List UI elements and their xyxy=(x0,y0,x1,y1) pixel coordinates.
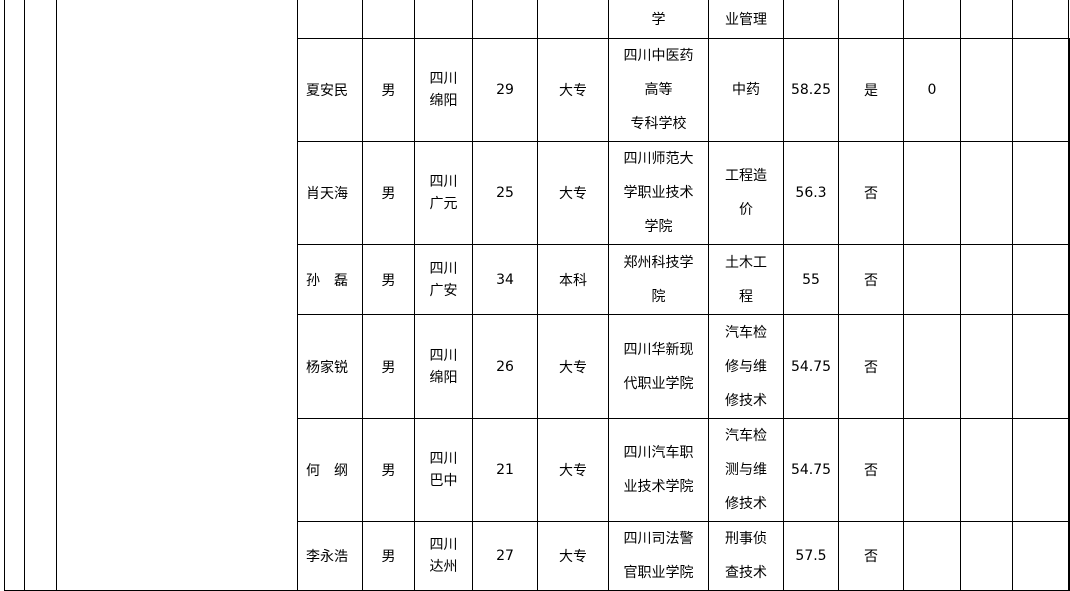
table-row: 肖天海男四川 广元 25 大专 四川师范大 学职业技术 学院 工程造 价 56.3 否 xyxy=(5,141,1070,245)
major-cell: 汽车检 测与维 修技术 xyxy=(708,418,784,522)
education-cell: 大专 xyxy=(537,521,609,591)
blank-cell xyxy=(1012,244,1069,315)
blank-cell xyxy=(1068,141,1070,245)
origin-cell: 四川 绵阳 xyxy=(414,38,473,142)
extra-cell: 0 xyxy=(903,38,961,142)
blank-cell xyxy=(1068,418,1070,522)
origin-cell: 四川 巴中 xyxy=(414,418,473,522)
blank-cell xyxy=(960,141,1013,245)
education-cell: 本科 xyxy=(537,244,609,315)
blank-cell xyxy=(1012,521,1069,591)
blank-cell xyxy=(960,521,1013,591)
score-cell: 54.75 xyxy=(783,314,839,419)
name-cell: 杨家锐 xyxy=(297,314,363,419)
name-cell: 李永浩 xyxy=(297,521,363,591)
origin-cell: 四川 广元 xyxy=(414,141,473,245)
major-cell: 刑事侦 查技术 xyxy=(708,521,784,591)
blank-cell xyxy=(1068,38,1070,142)
score-cell: 57.5 xyxy=(783,521,839,591)
blank-cell xyxy=(1068,521,1070,591)
blank-cell xyxy=(4,0,25,591)
table-row: 何 纲男四川 巴中 21 大专 四川汽车职 业技术学院 汽车检 测与维 修技术 54.75… xyxy=(5,418,1070,522)
education-cell: 大专 xyxy=(537,141,609,245)
blank-cell xyxy=(960,244,1013,315)
school-cell: 四川中医药 高等 专科学校 xyxy=(608,38,709,142)
table-row: 杨家锐男四川 绵阳 26 大专 四川华新现 代职业学院 汽车检 修与维 修技术 54.75… xyxy=(5,314,1070,419)
score-cell: 58.25 xyxy=(783,38,839,142)
name-cell: 夏安民 xyxy=(297,38,363,142)
flag-cell: 否 xyxy=(838,314,904,419)
candidate-table: 学 业管理 夏安民男四川 绵阳 29 大专 四川中医药 高等 专科学校 中药 58.25 是… xyxy=(4,0,1070,591)
flag-cell: 否 xyxy=(838,521,904,591)
education-cell: 大专 xyxy=(537,314,609,419)
major-cell: 业管理 xyxy=(708,0,784,39)
major-cell: 汽车检 修与维 修技术 xyxy=(708,314,784,419)
extra-cell xyxy=(903,314,961,419)
name-cell: 孙 磊 xyxy=(297,244,363,315)
origin-cell: 四川 广安 xyxy=(414,244,473,315)
name-cell: 何 纲 xyxy=(297,418,363,522)
score-cell: 56.3 xyxy=(783,141,839,245)
flag-cell: 是 xyxy=(838,38,904,142)
blank-cell xyxy=(1012,314,1069,419)
blank-cell xyxy=(1012,141,1069,245)
blank-cell xyxy=(960,418,1013,522)
extra-cell xyxy=(903,418,961,522)
blank-cell xyxy=(56,0,298,591)
origin-cell: 四川 达州 xyxy=(414,521,473,591)
major-cell: 中药 xyxy=(708,38,784,142)
age-cell: 21 xyxy=(472,418,538,522)
extra-cell xyxy=(903,521,961,591)
blank-cell xyxy=(960,314,1013,419)
major-cell: 土木工 程 xyxy=(708,244,784,315)
table-row-continued: 学 业管理 xyxy=(4,0,1070,591)
score-cell: 55 xyxy=(783,244,839,315)
blank-cell xyxy=(24,0,57,591)
blank-cell xyxy=(1012,38,1069,142)
school-cell: 四川华新现 代职业学院 xyxy=(608,314,709,419)
age-cell: 29 xyxy=(472,38,538,142)
blank-cell xyxy=(1012,418,1069,522)
blank-cell xyxy=(960,38,1013,142)
gender-cell: 男 xyxy=(362,418,415,522)
school-cell: 四川师范大 学职业技术 学院 xyxy=(608,141,709,245)
blank-cell xyxy=(1068,314,1070,419)
school-cell: 四川汽车职 业技术学院 xyxy=(608,418,709,522)
extra-cell xyxy=(903,244,961,315)
table-row: 李永浩男四川 达州 27 大专 四川司法警 官职业学院 刑事侦 查技术 57.5 否 xyxy=(5,521,1070,591)
school-cell: 学 xyxy=(608,0,709,39)
table-row: 孙 磊男四川 广安 34 本科 郑州科技学 院土木工 程 55 否 xyxy=(5,244,1070,315)
age-cell: 25 xyxy=(472,141,538,245)
gender-cell: 男 xyxy=(362,141,415,245)
age-cell: 27 xyxy=(472,521,538,591)
education-cell: 大专 xyxy=(537,38,609,142)
name-cell: 肖天海 xyxy=(297,141,363,245)
flag-cell: 否 xyxy=(838,141,904,245)
age-cell: 34 xyxy=(472,244,538,315)
gender-cell: 男 xyxy=(362,38,415,142)
school-cell: 郑州科技学 院 xyxy=(608,244,709,315)
score-cell: 54.75 xyxy=(783,418,839,522)
blank-cell xyxy=(1068,244,1070,315)
origin-cell: 四川 绵阳 xyxy=(414,314,473,419)
school-cell: 四川司法警 官职业学院 xyxy=(608,521,709,591)
gender-cell: 男 xyxy=(362,521,415,591)
gender-cell: 男 xyxy=(362,314,415,419)
education-cell: 大专 xyxy=(537,418,609,522)
age-cell: 26 xyxy=(472,314,538,419)
flag-cell: 否 xyxy=(838,418,904,522)
extra-cell xyxy=(903,141,961,245)
table-row: 夏安民男四川 绵阳 29 大专 四川中医药 高等 专科学校 中药 58.25 是 0 xyxy=(5,38,1070,142)
gender-cell: 男 xyxy=(362,244,415,315)
major-cell: 工程造 价 xyxy=(708,141,784,245)
flag-cell: 否 xyxy=(838,244,904,315)
